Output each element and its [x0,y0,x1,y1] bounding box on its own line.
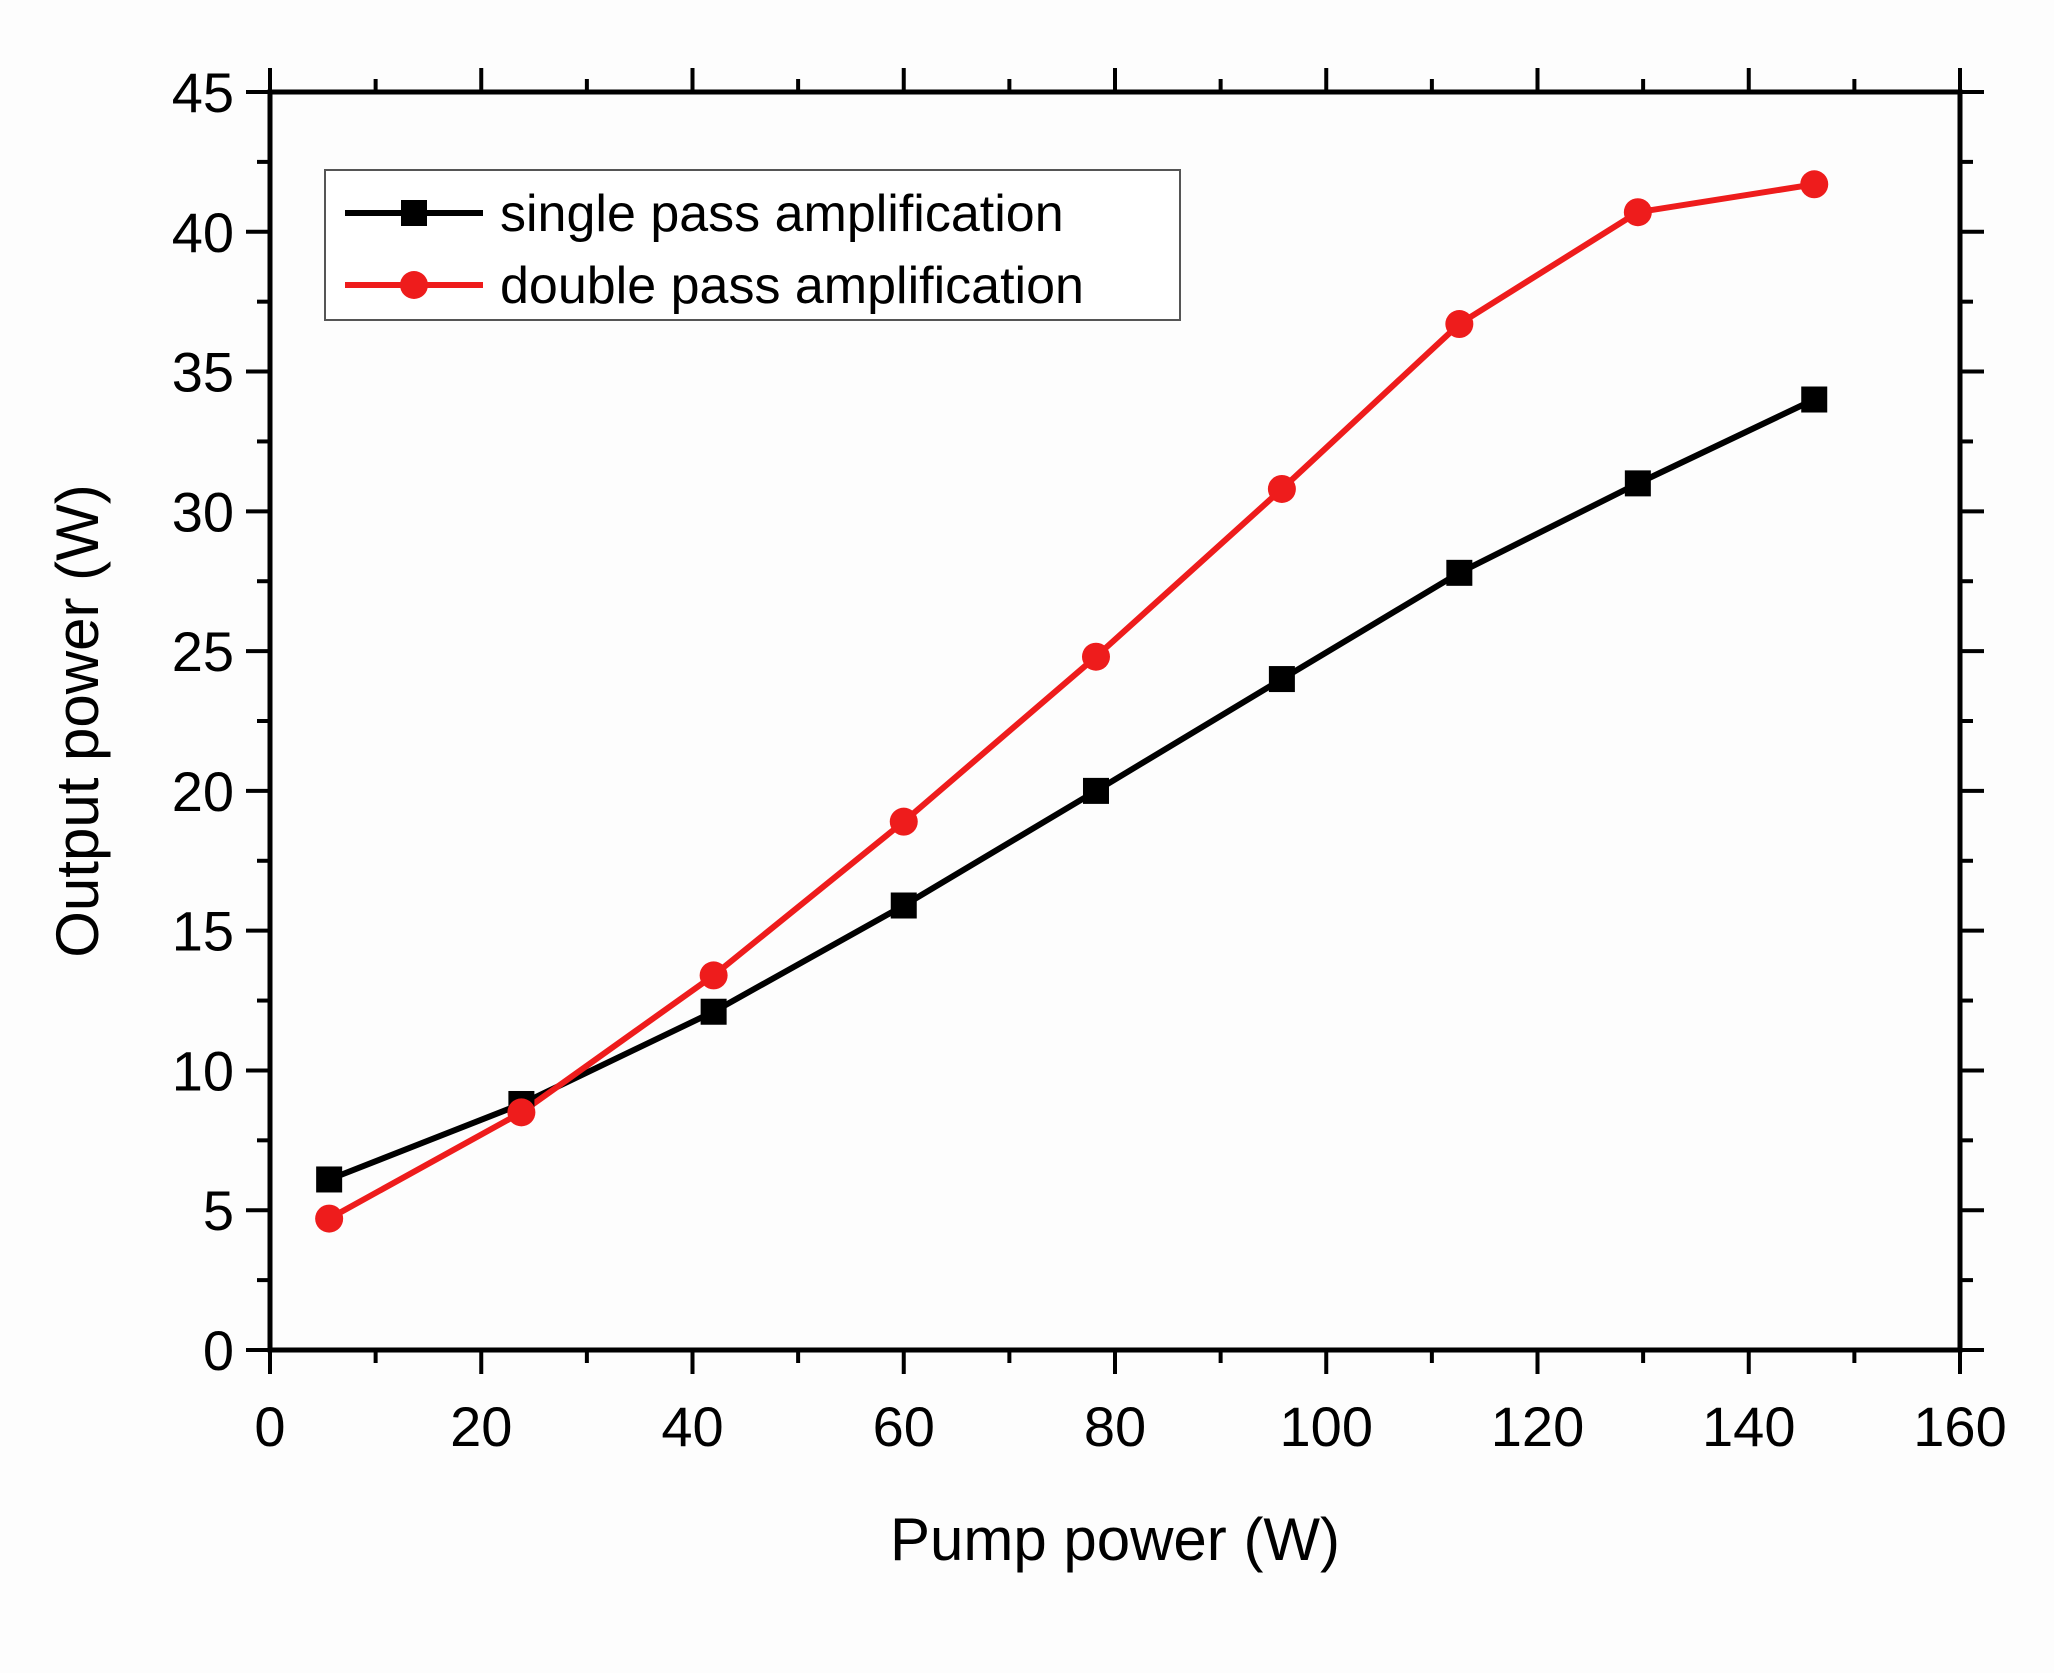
y-axis-title: Output power (W) [44,484,111,957]
x-tick-label: 160 [1913,1395,2006,1458]
x-tick-label: 120 [1491,1395,1584,1458]
series-line-1 [327,181,1815,1222]
legend-box [324,169,1181,321]
y-tick-label: 45 [172,61,234,124]
y-tick-label: 20 [172,760,234,823]
legend-marker-double-pass [400,271,428,299]
data-point-single-pass [1082,777,1109,804]
data-point-double-pass [699,961,728,990]
data-point-single-pass [1268,666,1295,693]
data-point-single-pass [1801,386,1828,413]
data-point-double-pass [1623,198,1652,227]
x-axis-title: Pump power (W) [890,1506,1340,1573]
y-tick-label: 35 [172,341,234,404]
y-tick-label: 30 [172,480,234,543]
data-point-double-pass [1267,474,1296,503]
series-line-0 [328,396,1816,1183]
data-point-single-pass [1624,470,1651,497]
legend-marker-single-pass [401,200,427,226]
x-tick-label: 0 [254,1395,285,1458]
x-tick-label: 100 [1280,1395,1373,1458]
y-tick-label: 0 [203,1319,234,1382]
plot-frame [267,89,1963,1353]
legend-label-single-pass: single pass amplification [500,185,1064,243]
data-point-single-pass [316,1166,343,1193]
y-tick-label: 40 [172,201,234,264]
data-point-single-pass [1446,559,1473,586]
data-point-double-pass [315,1204,344,1233]
x-tick-label: 80 [1084,1395,1146,1458]
y-tick-label: 25 [172,620,234,683]
data-point-double-pass [507,1098,536,1127]
data-point-double-pass [1081,642,1110,671]
legend-label-double-pass: double pass amplification [500,257,1084,315]
data-point-double-pass [1800,170,1829,199]
y-tick-label: 15 [172,900,234,963]
y-tick-label: 10 [172,1039,234,1102]
data-point-single-pass [700,998,727,1025]
tick-labels-layer: 0 20 40 60 80 100 120 140 160 0 5 10 15 20 25 30 35 40 45 [172,61,2007,1458]
data-point-double-pass [889,807,918,836]
x-tick-label: 40 [661,1395,723,1458]
data-point-single-pass [890,892,917,919]
y-tick-label: 5 [203,1179,234,1242]
x-tick-label: 20 [450,1395,512,1458]
data-point-double-pass [1445,310,1474,339]
legend: single pass amplification double pass am… [324,169,1181,321]
x-tick-label: 140 [1702,1395,1795,1458]
series-layer [315,170,1829,1233]
x-tick-label: 60 [873,1395,935,1458]
